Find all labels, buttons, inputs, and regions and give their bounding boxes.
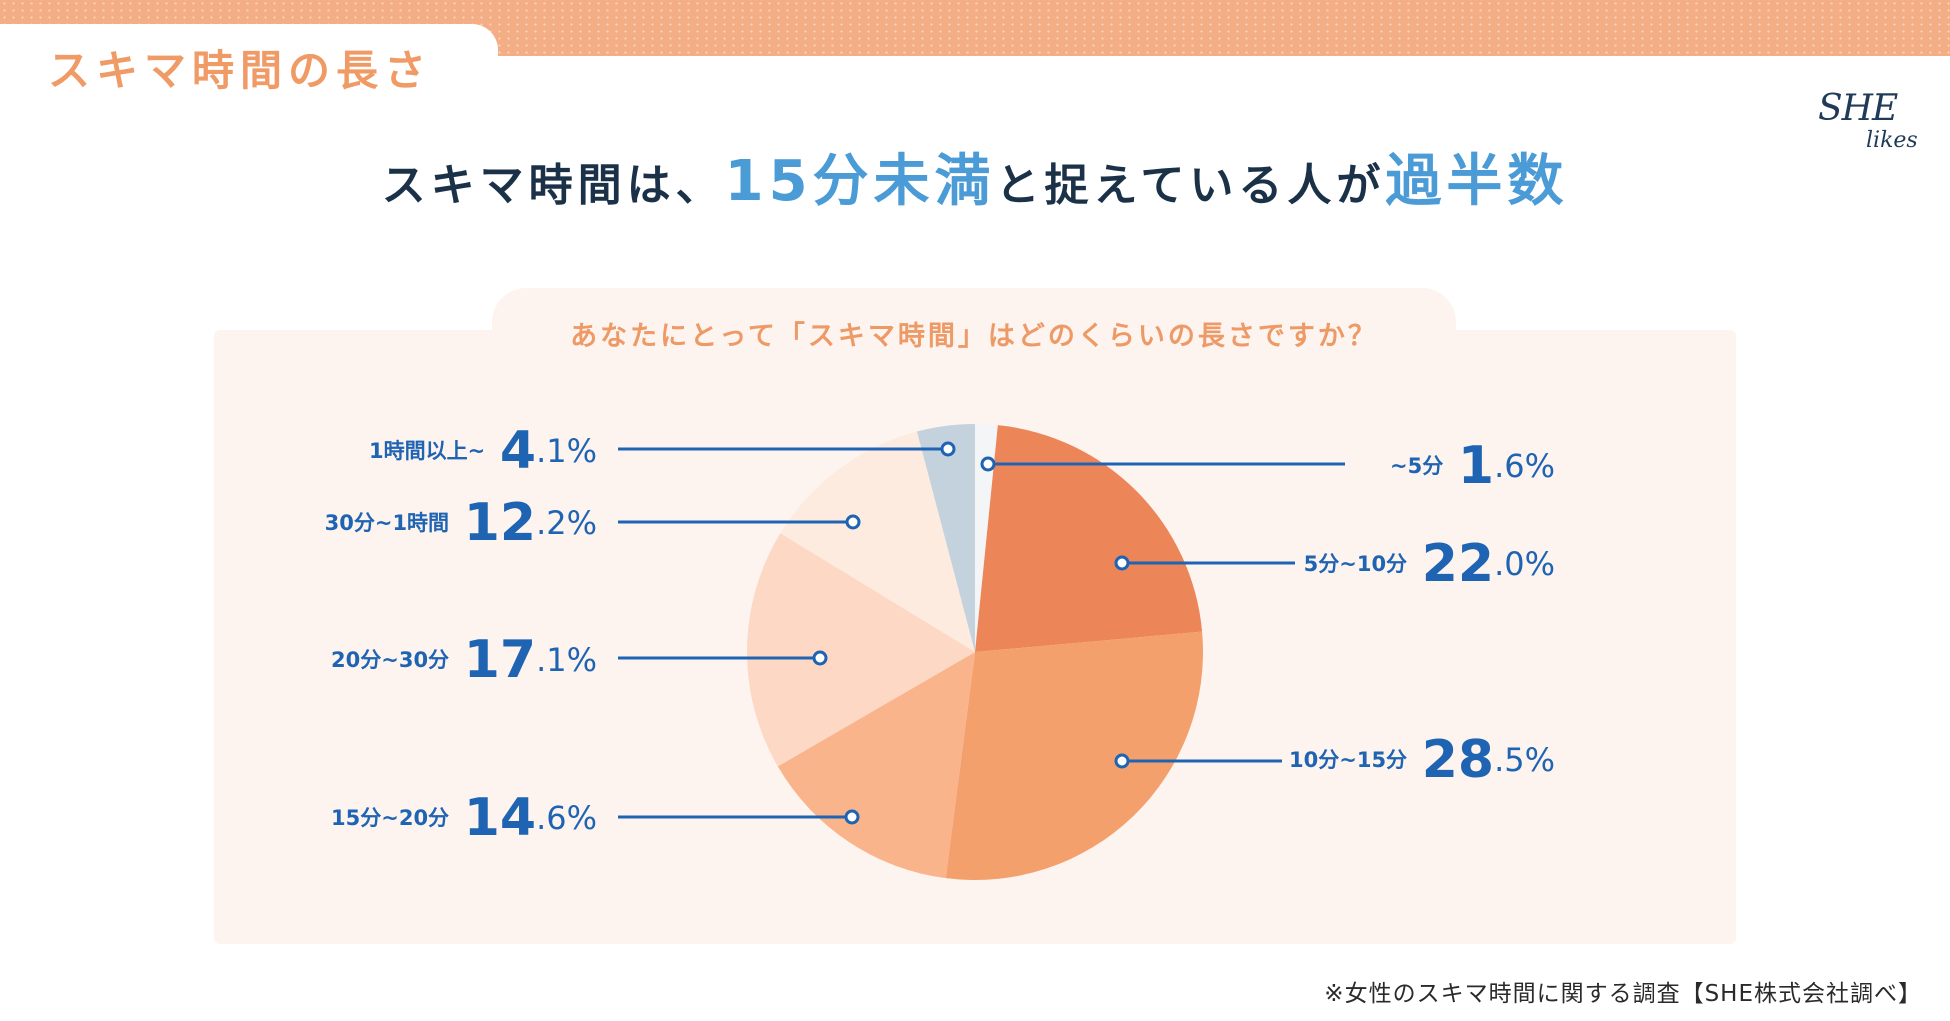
- headline: スキマ時間は、15分未満と捉えている人が過半数: [0, 152, 1950, 216]
- slice-value-decimal: .1%: [536, 432, 597, 470]
- headline-part1: スキマ時間は、: [381, 160, 725, 211]
- leader-dot: [844, 809, 860, 825]
- slice-value-label: 28: [1422, 730, 1494, 790]
- section-title: スキマ時間の長さ: [48, 46, 433, 95]
- slice-category-label: 5分~10分: [1304, 552, 1407, 576]
- slice-value-label: 17: [464, 630, 536, 690]
- headline-part2: と捉えている人が: [995, 160, 1386, 211]
- slice-label: 1時間以上~ 4.1%: [369, 421, 597, 481]
- leader-dot: [1114, 555, 1130, 571]
- slice-value-label: 12: [464, 493, 536, 553]
- slice-category-label: 30分~1時間: [325, 511, 449, 535]
- slice-label: 30分~1時間 12.2%: [325, 493, 597, 553]
- title-tab: [0, 24, 498, 104]
- slice-value-label: 14: [464, 788, 536, 848]
- she-likes-logo: SHE likes: [1818, 88, 1924, 158]
- slice-value-label: 4: [500, 421, 536, 481]
- logo-she-text: SHE: [1818, 88, 1898, 129]
- slice-label: 20分~30分 17.1%: [331, 630, 597, 690]
- slice-value-decimal: .1%: [536, 641, 597, 679]
- slice-value-decimal: .2%: [536, 504, 597, 542]
- leader-dot: [940, 441, 956, 457]
- pie-slice: [916, 424, 975, 652]
- slice-value-label: 1: [1458, 436, 1494, 496]
- headline-highlight-majority: 過半数: [1385, 149, 1569, 214]
- slice-value-decimal: .5%: [1494, 741, 1555, 779]
- pie-slice: [975, 424, 998, 652]
- slice-category-label: 10分~15分: [1289, 748, 1407, 772]
- leader-dot: [980, 456, 996, 472]
- slice-category-label: 1時間以上~: [369, 439, 485, 463]
- slice-value-decimal: .6%: [536, 799, 597, 837]
- slice-label: 5分~10分 22.0%: [1304, 534, 1555, 594]
- survey-question: あなたにとって「スキマ時間」はどのくらいの長さですか？: [570, 321, 1378, 352]
- leader-dot: [1114, 753, 1130, 769]
- slice-value-decimal: .6%: [1494, 447, 1555, 485]
- leader-dot: [812, 650, 828, 666]
- pie-slice: [777, 652, 975, 879]
- logo-likes-text: likes: [1866, 128, 1918, 153]
- source-footnote: ※女性のスキマ時間に関する調査【SHE株式会社調べ】: [1324, 981, 1922, 1007]
- pie-slice: [747, 533, 975, 767]
- pie-slice: [945, 631, 1204, 881]
- question-tab: [492, 288, 1456, 358]
- slice-category-label: ~5分: [1390, 454, 1443, 478]
- slice-category-label: 20分~30分: [331, 648, 449, 672]
- slice-label: 15分~20分 14.6%: [331, 788, 597, 848]
- slice-category-label: 15分~20分: [331, 806, 449, 830]
- pie-slice: [780, 431, 975, 652]
- headline-highlight-15min: 15分未満: [724, 149, 996, 214]
- slice-label: ~5分 1.6%: [1390, 436, 1555, 496]
- slice-value-decimal: .0%: [1494, 545, 1555, 583]
- leader-dot: [845, 514, 861, 530]
- slice-value-label: 22: [1422, 534, 1494, 594]
- slice-label: 10分~15分 28.5%: [1289, 730, 1555, 790]
- pie-slice: [975, 425, 1203, 652]
